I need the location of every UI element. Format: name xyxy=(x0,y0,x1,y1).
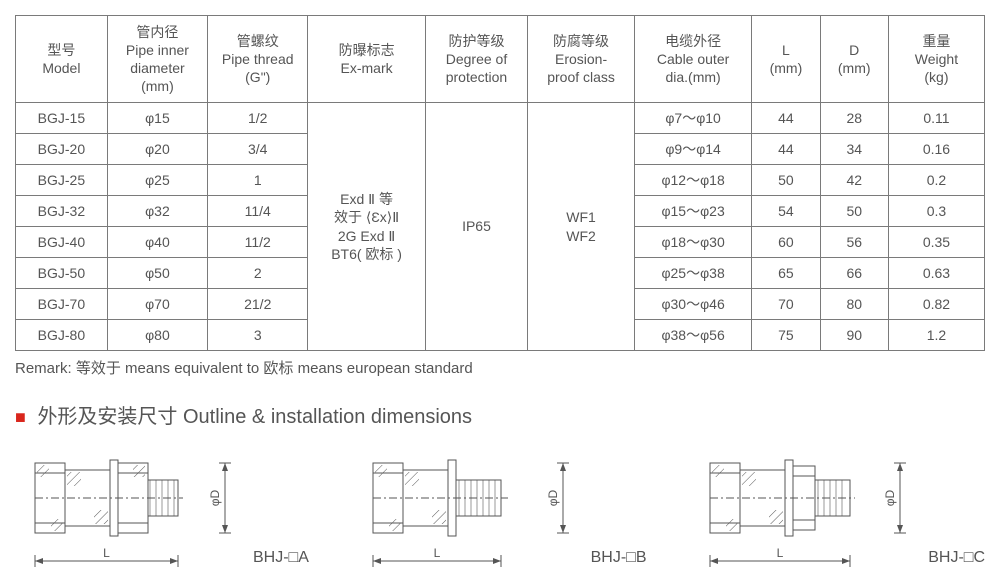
exmark-cell: Exd Ⅱ 等效于 ⟨Ɛx⟩Ⅱ2G Exd ⅡBT6( 欧标 ) xyxy=(308,103,425,351)
table-cell: 0.2 xyxy=(888,165,984,196)
table-cell: 0.82 xyxy=(888,289,984,320)
table-cell: 44 xyxy=(752,103,820,134)
table-cell: 11/4 xyxy=(208,196,308,227)
table-cell: 50 xyxy=(752,165,820,196)
table-cell: BGJ-25 xyxy=(16,165,108,196)
diagrams-row: φD L BHJ-□A φD xyxy=(15,443,985,573)
table-cell: 65 xyxy=(752,258,820,289)
remark-text: Remark: 等效于 means equivalent to 欧标 means… xyxy=(15,357,985,378)
table-cell: φ25～φ38 xyxy=(634,258,751,289)
table-cell: 75 xyxy=(752,320,820,351)
table-cell: φ9～φ14 xyxy=(634,134,751,165)
col-header: 防曝标志Ex-mark xyxy=(308,16,425,103)
table-cell: φ80 xyxy=(107,320,207,351)
col-header: D(mm) xyxy=(820,16,888,103)
table-cell: BGJ-70 xyxy=(16,289,108,320)
table-cell: 0.35 xyxy=(888,227,984,258)
col-header: 管螺纹Pipe thread(G") xyxy=(208,16,308,103)
protection-cell: IP65 xyxy=(425,103,527,351)
erosion-cell: WF1WF2 xyxy=(528,103,635,351)
table-cell: φ38～φ56 xyxy=(634,320,751,351)
table-cell: 0.16 xyxy=(888,134,984,165)
svg-text:φD: φD xyxy=(208,489,222,506)
col-header: 重量Weight(kg) xyxy=(888,16,984,103)
table-cell: φ25 xyxy=(107,165,207,196)
table-cell: φ20 xyxy=(107,134,207,165)
table-cell: 2 xyxy=(208,258,308,289)
table-cell: φ18～φ30 xyxy=(634,227,751,258)
section-title-text: 外形及安装尺寸 Outline & installation dimension… xyxy=(37,406,472,428)
table-cell: BGJ-15 xyxy=(16,103,108,134)
table-cell: 50 xyxy=(820,196,888,227)
diagram: φD L BHJ-□A xyxy=(15,443,309,573)
table-cell: BGJ-50 xyxy=(16,258,108,289)
table-cell: φ40 xyxy=(107,227,207,258)
table-cell: 54 xyxy=(752,196,820,227)
table-cell: 0.11 xyxy=(888,103,984,134)
col-header: L(mm) xyxy=(752,16,820,103)
diagram: φD L BHJ-□C xyxy=(690,443,985,573)
diagram: φD L BHJ-□B xyxy=(353,443,647,573)
table-cell: 44 xyxy=(752,134,820,165)
table-cell: φ32 xyxy=(107,196,207,227)
table-cell: 11/2 xyxy=(208,227,308,258)
section-heading: ■ 外形及安装尺寸 Outline & installation dimensi… xyxy=(15,400,985,429)
table-cell: BGJ-80 xyxy=(16,320,108,351)
section-square-icon: ■ xyxy=(15,407,26,427)
table-cell: 90 xyxy=(820,320,888,351)
table-cell: φ7～φ10 xyxy=(634,103,751,134)
table-cell: 3 xyxy=(208,320,308,351)
svg-text:φD: φD xyxy=(546,489,560,506)
table-cell: 34 xyxy=(820,134,888,165)
table-cell: BGJ-20 xyxy=(16,134,108,165)
diagram-label: BHJ-□C xyxy=(928,549,985,573)
col-header: 型号Model xyxy=(16,16,108,103)
diagram-label: BHJ-□B xyxy=(591,549,647,573)
table-cell: φ12～φ18 xyxy=(634,165,751,196)
table-row: BGJ-15φ151/2Exd Ⅱ 等效于 ⟨Ɛx⟩Ⅱ2G Exd ⅡBT6( … xyxy=(16,103,985,134)
table-cell: 3/4 xyxy=(208,134,308,165)
table-cell: φ70 xyxy=(107,289,207,320)
table-cell: 42 xyxy=(820,165,888,196)
table-cell: 21/2 xyxy=(208,289,308,320)
svg-text:L: L xyxy=(103,546,110,560)
col-header: 防腐等级Erosion-proof class xyxy=(528,16,635,103)
table-cell: 60 xyxy=(752,227,820,258)
table-cell: BGJ-40 xyxy=(16,227,108,258)
svg-text:L: L xyxy=(433,546,440,560)
svg-text:φD: φD xyxy=(883,489,897,506)
col-header: 防护等级Degree ofprotection xyxy=(425,16,527,103)
table-cell: 0.63 xyxy=(888,258,984,289)
table-cell: BGJ-32 xyxy=(16,196,108,227)
table-cell: 80 xyxy=(820,289,888,320)
diagram-label: BHJ-□A xyxy=(253,549,309,573)
table-cell: 56 xyxy=(820,227,888,258)
table-cell: φ30～φ46 xyxy=(634,289,751,320)
table-cell: φ15 xyxy=(107,103,207,134)
col-header: 管内径Pipe innerdiameter(mm) xyxy=(107,16,207,103)
table-cell: 0.3 xyxy=(888,196,984,227)
col-header: 电缆外径Cable outerdia.(mm) xyxy=(634,16,751,103)
svg-text:L: L xyxy=(777,546,784,560)
table-cell: φ50 xyxy=(107,258,207,289)
table-cell: 1/2 xyxy=(208,103,308,134)
spec-table: 型号Model管内径Pipe innerdiameter(mm)管螺纹Pipe … xyxy=(15,15,985,351)
table-cell: 28 xyxy=(820,103,888,134)
table-cell: 66 xyxy=(820,258,888,289)
table-cell: 70 xyxy=(752,289,820,320)
table-cell: φ15～φ23 xyxy=(634,196,751,227)
table-cell: 1 xyxy=(208,165,308,196)
table-cell: 1.2 xyxy=(888,320,984,351)
